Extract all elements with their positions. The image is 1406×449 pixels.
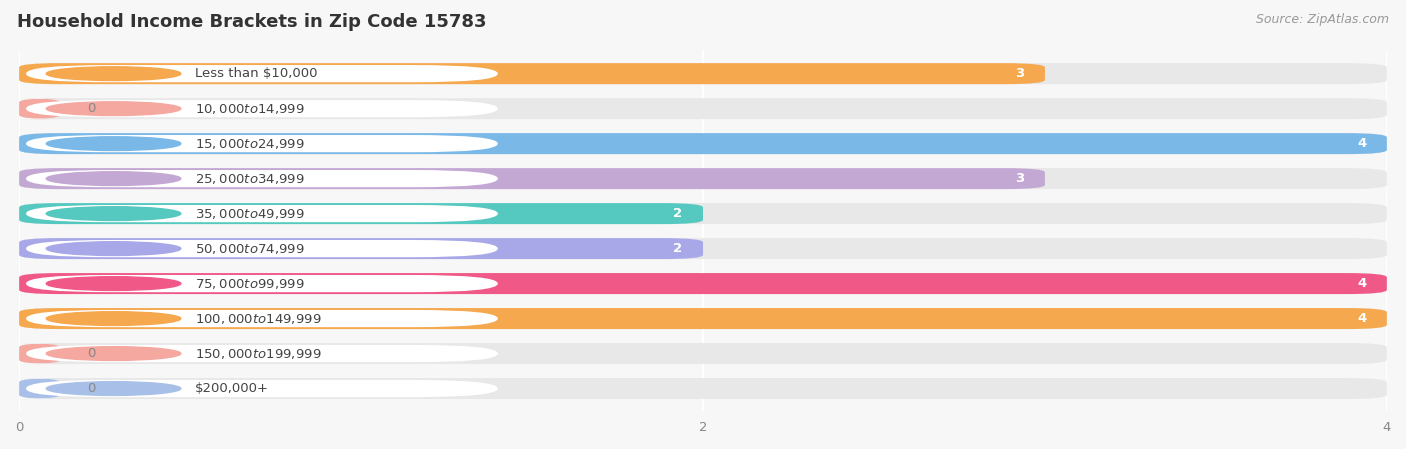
Circle shape — [46, 67, 181, 80]
FancyBboxPatch shape — [27, 345, 498, 362]
FancyBboxPatch shape — [20, 273, 1386, 294]
Circle shape — [46, 102, 181, 115]
FancyBboxPatch shape — [27, 170, 498, 187]
FancyBboxPatch shape — [20, 63, 1045, 84]
Text: 0: 0 — [87, 382, 96, 395]
FancyBboxPatch shape — [20, 378, 1386, 399]
Text: Less than $10,000: Less than $10,000 — [194, 67, 316, 80]
FancyBboxPatch shape — [20, 308, 1386, 329]
FancyBboxPatch shape — [20, 63, 1386, 84]
Circle shape — [46, 277, 181, 291]
Circle shape — [46, 312, 181, 326]
FancyBboxPatch shape — [27, 240, 498, 257]
Text: 0: 0 — [87, 347, 96, 360]
FancyBboxPatch shape — [27, 380, 498, 397]
FancyBboxPatch shape — [20, 308, 1386, 329]
Text: 4: 4 — [1357, 277, 1367, 290]
FancyBboxPatch shape — [27, 65, 498, 82]
FancyBboxPatch shape — [20, 98, 60, 119]
FancyBboxPatch shape — [27, 100, 498, 117]
Text: 4: 4 — [1357, 137, 1367, 150]
Circle shape — [46, 172, 181, 185]
Text: $150,000 to $199,999: $150,000 to $199,999 — [194, 347, 321, 361]
Circle shape — [46, 137, 181, 150]
Text: 3: 3 — [1015, 172, 1025, 185]
FancyBboxPatch shape — [20, 378, 60, 399]
FancyBboxPatch shape — [20, 343, 1386, 364]
Circle shape — [46, 382, 181, 396]
FancyBboxPatch shape — [20, 238, 703, 259]
FancyBboxPatch shape — [27, 205, 498, 222]
FancyBboxPatch shape — [20, 343, 60, 364]
FancyBboxPatch shape — [27, 275, 498, 292]
Text: $25,000 to $34,999: $25,000 to $34,999 — [194, 172, 304, 185]
Text: 2: 2 — [673, 207, 682, 220]
FancyBboxPatch shape — [20, 238, 1386, 259]
Text: $10,000 to $14,999: $10,000 to $14,999 — [194, 101, 304, 116]
FancyBboxPatch shape — [20, 203, 703, 224]
Text: Household Income Brackets in Zip Code 15783: Household Income Brackets in Zip Code 15… — [17, 13, 486, 31]
FancyBboxPatch shape — [20, 98, 1386, 119]
Text: 0: 0 — [87, 102, 96, 115]
FancyBboxPatch shape — [20, 168, 1386, 189]
FancyBboxPatch shape — [20, 203, 1386, 224]
Circle shape — [46, 207, 181, 220]
Text: $50,000 to $74,999: $50,000 to $74,999 — [194, 242, 304, 255]
Text: $75,000 to $99,999: $75,000 to $99,999 — [194, 277, 304, 291]
FancyBboxPatch shape — [20, 273, 1386, 294]
FancyBboxPatch shape — [27, 135, 498, 152]
Text: $200,000+: $200,000+ — [194, 382, 269, 395]
Text: $100,000 to $149,999: $100,000 to $149,999 — [194, 312, 321, 326]
FancyBboxPatch shape — [20, 133, 1386, 154]
Text: 3: 3 — [1015, 67, 1025, 80]
FancyBboxPatch shape — [20, 133, 1386, 154]
FancyBboxPatch shape — [27, 310, 498, 327]
Text: $35,000 to $49,999: $35,000 to $49,999 — [194, 207, 304, 220]
Text: Source: ZipAtlas.com: Source: ZipAtlas.com — [1256, 13, 1389, 26]
Text: 4: 4 — [1357, 312, 1367, 325]
Circle shape — [46, 347, 181, 361]
FancyBboxPatch shape — [20, 168, 1045, 189]
Circle shape — [46, 242, 181, 255]
Text: 2: 2 — [673, 242, 682, 255]
Text: $15,000 to $24,999: $15,000 to $24,999 — [194, 136, 304, 150]
